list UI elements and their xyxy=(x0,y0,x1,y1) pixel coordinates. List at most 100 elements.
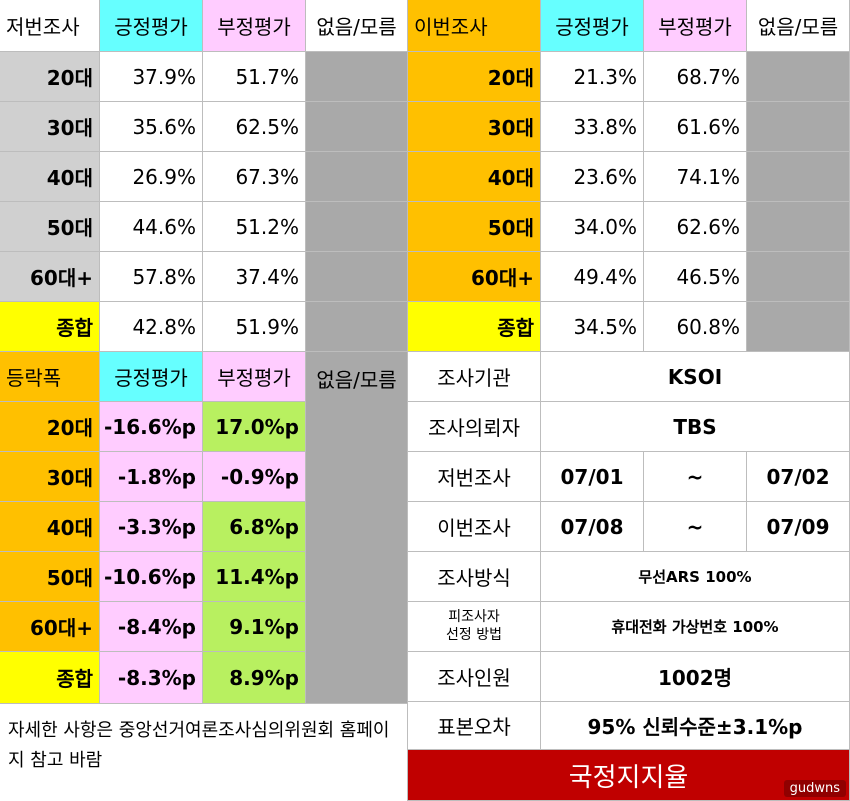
prev-pos-value: 44.6% xyxy=(100,202,203,252)
client-label: 조사의뢰자 xyxy=(408,402,541,452)
client-value: TBS xyxy=(541,402,850,452)
change-total-neg: 8.9%p xyxy=(203,652,306,704)
agency-label: 조사기관 xyxy=(408,352,541,402)
curr-row-label: 60대+ xyxy=(408,252,541,302)
curr-header-none: 없음/모름 xyxy=(747,0,850,52)
prev-header-negative: 부정평가 xyxy=(203,0,306,52)
change-row-label: 50대 xyxy=(0,552,100,602)
curr-total-label: 종합 xyxy=(408,302,541,352)
prev-total-label: 종합 xyxy=(0,302,100,352)
change-pos-value: -10.6%p xyxy=(100,552,203,602)
curr-survey-from: 07/08 xyxy=(541,502,644,552)
prev-survey-from: 07/01 xyxy=(541,452,644,502)
change-neg-value: -0.9%p xyxy=(203,452,306,502)
curr-pos-value: 49.4% xyxy=(541,252,644,302)
selection-value: 휴대전화 가상번호 100% xyxy=(541,602,850,652)
change-row-label: 20대 xyxy=(0,402,100,452)
curr-none-value xyxy=(747,102,850,152)
change-row-label: 60대+ xyxy=(0,602,100,652)
curr-pos-value: 34.0% xyxy=(541,202,644,252)
sample-size-label: 조사인원 xyxy=(408,652,541,702)
prev-pos-value: 26.9% xyxy=(100,152,203,202)
curr-pos-value: 21.3% xyxy=(541,52,644,102)
prev-title: 저번조사 xyxy=(0,0,100,52)
curr-header-positive: 긍정평가 xyxy=(541,0,644,52)
prev-none-value xyxy=(306,202,408,252)
change-header-positive: 긍정평가 xyxy=(100,352,203,402)
change-total-label: 종합 xyxy=(0,652,100,704)
prev-neg-value: 51.7% xyxy=(203,52,306,102)
selection-label-line1: 피조사자 xyxy=(448,609,500,625)
curr-header-negative: 부정평가 xyxy=(644,0,747,52)
curr-none-value xyxy=(747,202,850,252)
error-value: 95% 신뢰수준±3.1%p xyxy=(541,702,850,750)
prev-header-positive: 긍정평가 xyxy=(100,0,203,52)
curr-neg-value: 46.5% xyxy=(644,252,747,302)
prev-pos-value: 37.9% xyxy=(100,52,203,102)
prev-survey-sep: ~ xyxy=(644,452,747,502)
prev-row-label: 40대 xyxy=(0,152,100,202)
prev-neg-value: 62.5% xyxy=(203,102,306,152)
change-pos-value: -1.8%p xyxy=(100,452,203,502)
prev-row-label: 30대 xyxy=(0,102,100,152)
selection-label-line2: 선정 방법 xyxy=(446,626,502,643)
sample-size-value: 1002명 xyxy=(541,652,850,702)
prev-total-neg: 51.9% xyxy=(203,302,306,352)
prev-header-none: 없음/모름 xyxy=(306,0,408,52)
curr-pos-value: 33.8% xyxy=(541,102,644,152)
curr-row-label: 30대 xyxy=(408,102,541,152)
prev-neg-value: 51.2% xyxy=(203,202,306,252)
prev-row-label: 60대+ xyxy=(0,252,100,302)
curr-total-pos: 34.5% xyxy=(541,302,644,352)
prev-neg-value: 37.4% xyxy=(203,252,306,302)
curr-none-value xyxy=(747,252,850,302)
change-header-none: 없음/모름 xyxy=(306,352,408,704)
prev-total-pos: 42.8% xyxy=(100,302,203,352)
change-header-negative: 부정평가 xyxy=(203,352,306,402)
curr-neg-value: 68.7% xyxy=(644,52,747,102)
change-neg-value: 9.1%p xyxy=(203,602,306,652)
change-pos-value: -16.6%p xyxy=(100,402,203,452)
change-neg-value: 17.0%p xyxy=(203,402,306,452)
change-total-pos: -8.3%p xyxy=(100,652,203,704)
curr-title: 이번조사 xyxy=(408,0,541,52)
prev-pos-value: 57.8% xyxy=(100,252,203,302)
prev-row-label: 20대 xyxy=(0,52,100,102)
selection-label: 피조사자 선정 방법 xyxy=(408,602,541,652)
error-label: 표본오차 xyxy=(408,702,541,750)
watermark: gudwns xyxy=(783,780,846,797)
curr-row-label: 20대 xyxy=(408,52,541,102)
prev-none-value xyxy=(306,52,408,102)
prev-survey-to: 07/02 xyxy=(747,452,850,502)
curr-survey-to: 07/09 xyxy=(747,502,850,552)
prev-none-value xyxy=(306,252,408,302)
footnote: 자세한 사항은 중앙선거여론조사심의위원회 홈페이지 참고 바람 xyxy=(0,704,408,801)
approval-rating-banner: 국정지지율 xyxy=(408,750,850,801)
prev-none-value xyxy=(306,152,408,202)
curr-survey-label: 이번조사 xyxy=(408,502,541,552)
method-value: 무선ARS 100% xyxy=(541,552,850,602)
curr-total-none xyxy=(747,302,850,352)
agency-value: KSOI xyxy=(541,352,850,402)
banner-title: 국정지지율 xyxy=(568,762,689,793)
change-row-label: 30대 xyxy=(0,452,100,502)
method-label: 조사방식 xyxy=(408,552,541,602)
prev-total-none xyxy=(306,302,408,352)
curr-none-value xyxy=(747,152,850,202)
change-row-label: 40대 xyxy=(0,502,100,552)
curr-neg-value: 62.6% xyxy=(644,202,747,252)
curr-row-label: 50대 xyxy=(408,202,541,252)
curr-survey-sep: ~ xyxy=(644,502,747,552)
change-neg-value: 11.4%p xyxy=(203,552,306,602)
curr-neg-value: 61.6% xyxy=(644,102,747,152)
curr-none-value xyxy=(747,52,850,102)
prev-survey-label: 저번조사 xyxy=(408,452,541,502)
prev-row-label: 50대 xyxy=(0,202,100,252)
curr-pos-value: 23.6% xyxy=(541,152,644,202)
curr-neg-value: 74.1% xyxy=(644,152,747,202)
change-title: 등락폭 xyxy=(0,352,100,402)
prev-neg-value: 67.3% xyxy=(203,152,306,202)
change-pos-value: -8.4%p xyxy=(100,602,203,652)
prev-pos-value: 35.6% xyxy=(100,102,203,152)
curr-row-label: 40대 xyxy=(408,152,541,202)
